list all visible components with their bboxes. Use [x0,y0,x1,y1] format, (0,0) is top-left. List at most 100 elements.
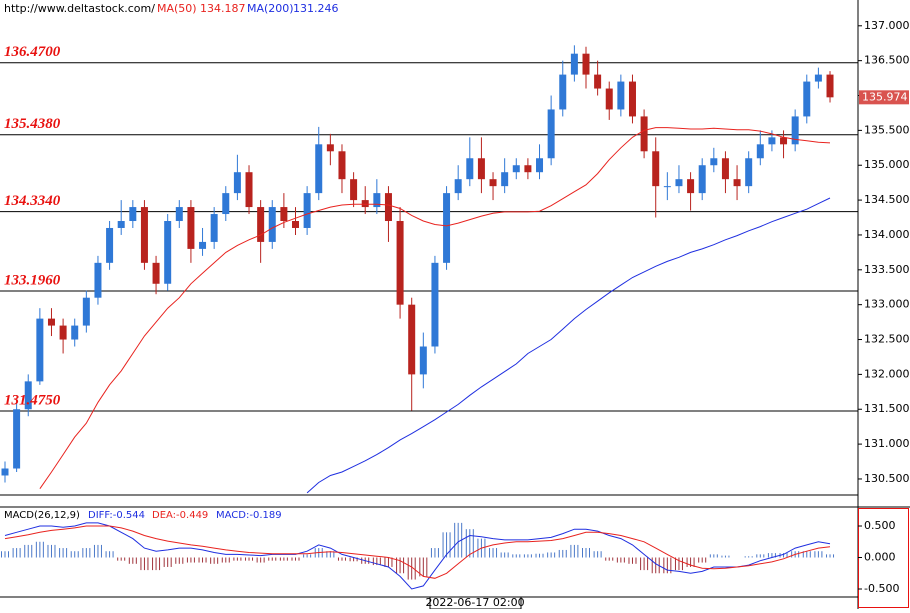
candle-body [419,346,427,375]
candle-body [547,109,555,159]
dea-label: DEA:-0.449 [152,510,208,521]
candle-body [396,221,404,305]
candle-body [675,179,683,187]
candle-body [13,409,21,469]
date-label: 2022-06-17 02:00 [425,596,524,609]
y-tick-label: 134.000 [864,228,910,241]
candle-body [47,318,55,326]
candle-body [768,137,776,145]
candle-body [152,262,160,284]
level-label: 136.4700 [4,44,61,60]
candle-body [582,53,590,75]
ma50-name: MA(50) [157,2,197,15]
candle-body [140,207,148,263]
candle-body [594,74,602,89]
candle-body [94,262,102,298]
candle-body [803,81,811,117]
candle-body [443,193,451,263]
candle-body [605,88,613,110]
y-tick-label: 130.500 [864,472,910,485]
candle-body [164,221,172,284]
macd-panel [1,522,835,590]
candle-body [512,165,520,173]
y-tick-label: 136.500 [864,54,910,67]
last-price-box [859,90,909,105]
candle-body [780,137,788,145]
candle-body [617,81,625,110]
y-tick-label: 137.000 [864,19,910,32]
level-label: 131.4750 [4,392,61,408]
candle-body [187,207,195,249]
diff-label: DIFF:-0.544 [88,510,145,521]
candle-body [826,74,834,98]
candle-body [454,179,462,194]
y-tick-label: 133.500 [864,263,910,276]
candle-body [536,158,544,173]
y-tick-label: 132.500 [864,333,910,346]
candle-body [640,116,648,152]
level-label: 134.3340 [4,193,61,209]
candle-body [431,262,439,347]
candle-body [106,227,114,263]
axes: 130.500 131.000 131.500 132.000 132.500 133.0… [858,19,910,595]
candle-body [384,193,392,222]
candle-body [791,116,799,145]
candle-body [1,468,9,476]
y-tick-label: 131.500 [864,402,910,415]
ma200-value: 131.246 [293,2,339,15]
candle-body [663,186,671,188]
candle-body [501,172,509,187]
candle-body [628,81,636,117]
y-tick-label: 135.000 [864,158,910,171]
candle-body [24,381,32,410]
candle-body [315,144,323,194]
candle-body [559,74,567,110]
candle-body [489,179,497,187]
candle-body [466,158,474,180]
candle-body [129,207,137,222]
candle-body [326,144,334,152]
y-tick-label: 0.500 [864,519,896,532]
macd-line [4,525,831,579]
candle-body [175,207,183,222]
y-tick-label: 0.000 [864,551,896,564]
ma50-value: 134.187 [200,2,246,15]
candle-body [257,207,265,242]
ma-line [306,197,831,494]
candle-body [721,158,729,180]
candle-body [71,325,79,340]
candle-body [524,165,532,173]
y-tick-label: 135.500 [864,123,910,136]
candle-body [570,53,578,75]
candle-body [687,179,695,194]
y-tick-label: -0.500 [864,582,899,595]
candle-body [268,207,276,242]
candle-body [652,151,660,187]
candle-body [245,172,253,208]
level-label: 133.1960 [4,272,61,288]
price-panel [0,45,858,494]
candle-body [350,179,358,201]
ma-line [39,127,831,489]
candle-body [477,158,485,180]
source-url: http://www.deltastock.com/ [4,2,155,15]
y-tick-label: 134.500 [864,193,910,206]
candle-body [814,74,822,82]
candle-body [756,144,764,159]
candle-body [373,193,381,208]
candle-body [338,151,346,180]
last-price-label: 135.974 [862,90,908,103]
candle-body [233,172,241,194]
candle-body [733,179,741,187]
y-tick-label: 131.000 [864,437,910,450]
candle-body [710,158,718,166]
y-tick-label: 132.000 [864,367,910,380]
candle-body [303,193,311,228]
candle-body [117,221,125,228]
macd-line [4,522,831,590]
candle-body [361,200,369,208]
candle-body [280,207,288,222]
candle-body [199,241,207,249]
